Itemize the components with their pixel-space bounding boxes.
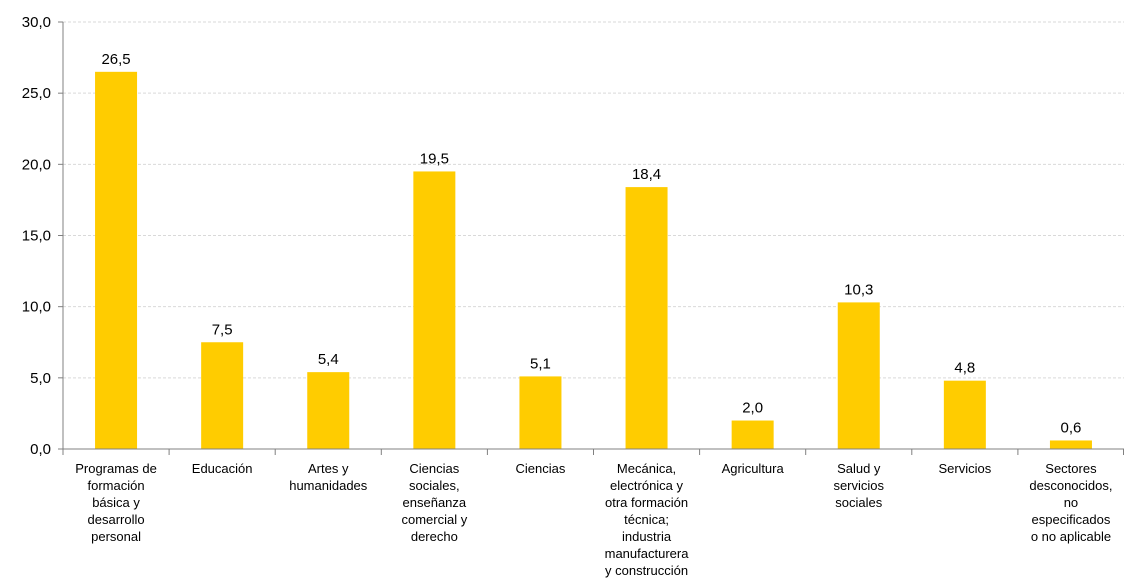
x-category-label: Educación <box>192 461 253 476</box>
x-category-label: Ciencias sociales, enseñanza comercial y der… <box>401 461 467 544</box>
data-label: 4,8 <box>954 360 975 377</box>
bars <box>95 71 1092 450</box>
data-label: 19,5 <box>420 150 449 167</box>
x-category-label: Sectores desconocidos, no especificados o no… <box>1029 461 1112 544</box>
y-tick-label: 5,0 <box>30 370 51 387</box>
data-label: 0,6 <box>1061 419 1082 436</box>
data-label: 18,4 <box>632 166 661 183</box>
y-tick-label: 20,0 <box>22 156 51 173</box>
data-labels: 26,5 7,5 5,4 19,5 5,1 18,4 2,0 10,3 4,8 0,6 <box>101 51 1081 437</box>
x-category-label: Ciencias <box>516 461 566 476</box>
y-tick-label: 10,0 <box>22 299 51 316</box>
y-axis-tick-labels: 0,0 5,0 10,0 15,0 20,0 25,0 30,0 <box>22 14 51 458</box>
bar <box>519 376 562 449</box>
y-tick-label: 25,0 <box>22 85 51 102</box>
data-label: 2,0 <box>742 400 763 417</box>
bar <box>201 342 244 449</box>
x-category-label: Agricultura <box>722 461 785 476</box>
x-axis-category-labels: Programas de formación básica y desarrollo p… <box>75 461 1112 578</box>
data-label: 10,3 <box>844 281 873 298</box>
bar <box>413 171 456 449</box>
y-tick-label: 0,0 <box>30 441 51 458</box>
y-tick-label: 15,0 <box>22 228 51 245</box>
data-label: 26,5 <box>101 51 130 68</box>
bar <box>731 420 774 449</box>
x-category-label: Artes y humanidades <box>289 461 368 493</box>
x-category-label: Salud y servicios sociales <box>833 461 884 510</box>
gridlines <box>63 21 1124 379</box>
data-label: 5,1 <box>530 355 551 372</box>
bar <box>307 372 350 449</box>
x-category-label: Servicios <box>938 461 991 476</box>
bar <box>1049 440 1092 449</box>
x-category-label: Programas de formación básica y desarrollo p… <box>75 461 157 544</box>
y-tick-label: 30,0 <box>22 14 51 31</box>
data-label: 7,5 <box>212 321 233 338</box>
bar <box>625 187 668 449</box>
axes <box>58 21 1124 455</box>
x-category-label: Mecánica, electrónica y otra formación técn… <box>605 461 690 578</box>
bar <box>837 302 880 449</box>
bar <box>943 380 986 449</box>
bar <box>95 71 138 450</box>
data-label: 5,4 <box>318 351 339 368</box>
